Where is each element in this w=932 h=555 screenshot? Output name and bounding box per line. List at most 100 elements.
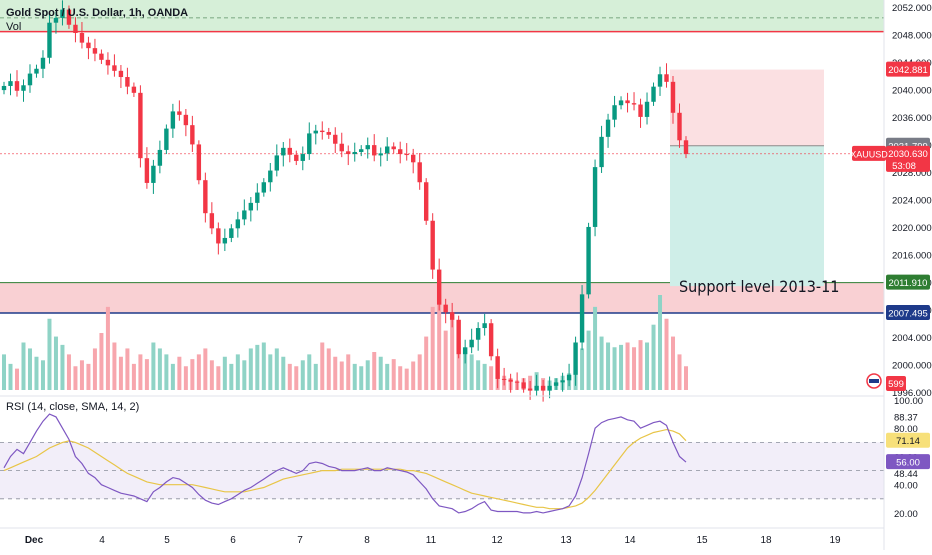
candle-body: [469, 339, 474, 348]
price-tick-label: 2000.000: [892, 360, 932, 371]
volume-bar: [606, 342, 611, 390]
candle-body: [40, 57, 46, 69]
rsi-ma-tag-bg: [886, 432, 930, 448]
rsi-pane[interactable]: [0, 395, 884, 514]
time-tick-label: 5: [164, 535, 170, 546]
volume-bar: [196, 354, 201, 390]
candle-body: [378, 153, 383, 156]
resistance-zone: [0, 0, 884, 32]
volume-bar: [482, 363, 487, 390]
volume-bar: [430, 306, 435, 390]
volume-bar: [92, 348, 97, 390]
volume-bar: [177, 356, 182, 390]
candle-body: [359, 149, 364, 152]
volume-bar: [424, 336, 429, 390]
volume-bar: [619, 344, 624, 390]
candle-body: [105, 59, 111, 66]
volume-bar: [34, 356, 39, 390]
candle-body: [92, 48, 98, 54]
candle-body: [60, 9, 65, 18]
volume-bar: [463, 348, 468, 390]
symbol-tag: XAUUSD: [850, 145, 888, 161]
support-top-tag: 2011.910: [886, 274, 930, 290]
candle-body: [683, 140, 689, 155]
volume-value-text: 599: [888, 379, 904, 390]
rsi-value-tag-bg: [886, 454, 930, 470]
take-profit-zone: [670, 145, 824, 287]
time-tick-label: 6: [230, 535, 236, 546]
countdown-text: 53:08: [892, 161, 916, 172]
candle-body: [514, 381, 520, 383]
volume-bar: [333, 356, 338, 390]
candle-body: [138, 92, 143, 159]
support-bottom-tag: 2007.495: [886, 304, 930, 320]
candle-body: [339, 143, 344, 152]
candle-body: [605, 119, 611, 137]
price-tick-label: 2052.000: [892, 3, 932, 14]
candle-body: [300, 154, 305, 161]
volume-bar: [580, 348, 585, 390]
volume-bar: [268, 354, 273, 390]
volume-bar: [599, 336, 604, 390]
candle-body: [313, 130, 318, 134]
volume-bar: [144, 359, 149, 390]
price-zones: [0, 0, 884, 314]
price-tags: 2042.8812031.7992011.9102007.4952030.630…: [850, 61, 930, 470]
candle-body: [612, 105, 617, 120]
support-annotation[interactable]: Support level 2013-11: [679, 277, 840, 296]
volume-bar: [476, 360, 481, 390]
volume-bar: [40, 360, 45, 390]
candle-body: [255, 192, 260, 203]
volume-bar: [417, 354, 422, 390]
price-tick-label: 2004.000: [892, 333, 932, 344]
candle-body: [216, 228, 221, 244]
rsi-ma-tag: 71.14: [886, 432, 930, 448]
rsi-ma-tag-text: 71.14: [896, 436, 920, 447]
volume-bar: [66, 354, 71, 390]
volume-bar: [638, 340, 643, 390]
volume-bar: [118, 356, 123, 390]
candle-body: [281, 147, 286, 156]
time-axis[interactable]: Dec 4 5 6 7 8 11 12 13 14 15 18 19: [0, 527, 884, 546]
time-tick-label: 19: [829, 535, 841, 546]
volume-bar: [684, 366, 688, 390]
candle-body: [307, 133, 312, 155]
volume-bar: [391, 359, 396, 390]
volume-bar: [326, 348, 331, 390]
candlesticks[interactable]: [1, 0, 689, 402]
candle-body: [209, 213, 215, 229]
volume-bar: [138, 354, 143, 390]
candle-body: [66, 9, 72, 25]
candle-body: [242, 210, 247, 220]
volume-bar: [372, 352, 377, 390]
candle-body: [157, 149, 163, 166]
volume-value-bg: [886, 376, 906, 391]
volume-bar: [677, 354, 682, 390]
volume-bar: [359, 366, 364, 390]
candle-body: [196, 144, 202, 181]
volume-bar: [216, 366, 221, 390]
candle-body: [391, 146, 396, 150]
candle-body: [268, 170, 273, 183]
volume-bar: [125, 348, 130, 390]
candle-body: [664, 74, 669, 82]
volume-bar: [60, 344, 65, 390]
candle-body: [47, 22, 52, 58]
volume-bar: [203, 348, 208, 390]
candle-body: [625, 100, 630, 104]
volume-label: Vol: [6, 21, 22, 33]
price-tick-label: 2028.000: [892, 168, 932, 179]
rsi-ma-line: [3, 428, 687, 510]
symbol-tag-bg: [852, 145, 886, 161]
candle-body: [521, 382, 526, 389]
rsi-legend[interactable]: RSI (14, close, SMA, 14, 2): [6, 401, 140, 413]
stop-loss-tag-text: 2042.881: [888, 65, 928, 76]
candle-body: [326, 132, 331, 135]
time-tick-label: 4: [99, 535, 105, 546]
candle-body: [365, 145, 370, 150]
volume-bar: [437, 295, 442, 390]
symbol-title[interactable]: Gold Spot / U.S. Dollar, 1h, OANDA: [6, 7, 189, 19]
time-tick-label: 18: [760, 535, 772, 546]
